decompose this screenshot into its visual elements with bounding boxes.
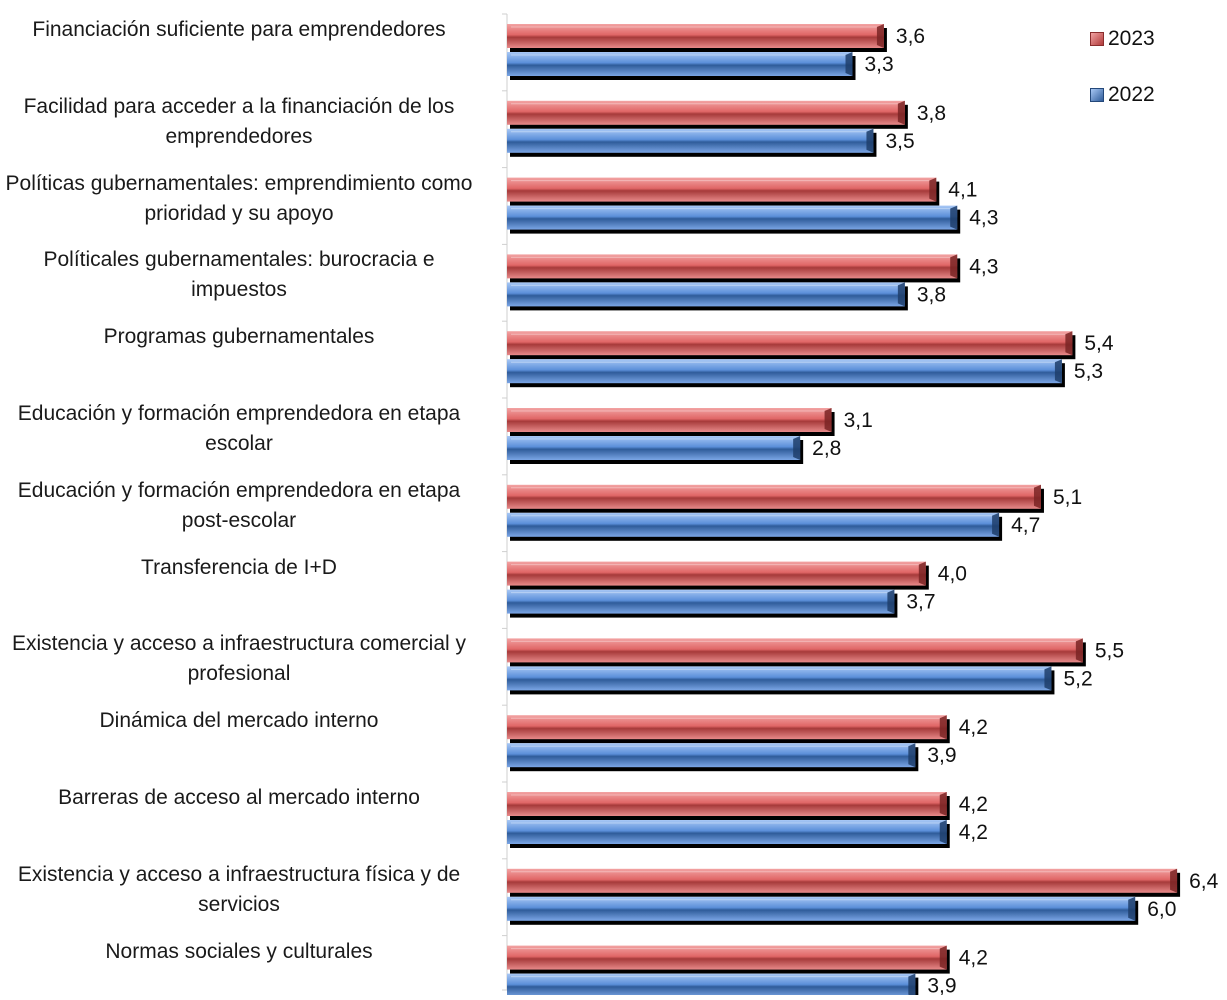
bar-2023 — [507, 100, 908, 129]
bar-2023 — [507, 792, 950, 820]
category-label: Facilidad para acceder a la financiación… — [23, 94, 455, 148]
bar-2022 — [507, 436, 804, 464]
value-label-2022: 4,2 — [959, 821, 988, 844]
value-label-2023: 4,2 — [959, 947, 988, 970]
value-label-2022: 3,7 — [906, 591, 935, 614]
value-label-2023: 3,6 — [896, 25, 925, 48]
bar-2022 — [507, 820, 950, 848]
bar-2022 — [507, 282, 908, 311]
legend: 2023 2022 — [1090, 24, 1210, 136]
category-label: Existencia y acceso a infraestructura co… — [11, 632, 466, 686]
bar-2022 — [507, 359, 1065, 388]
bar-2022 — [507, 896, 1139, 925]
category-label: Normas sociales y culturales — [105, 939, 373, 963]
value-label-2022: 5,2 — [1063, 667, 1092, 690]
category-label: Educación y formación emprendedora en et… — [17, 478, 461, 532]
value-label-2022: 2,8 — [812, 437, 841, 460]
legend-item-2022: 2022 — [1090, 80, 1210, 110]
value-label-2022: 3,5 — [885, 130, 914, 153]
value-label-2022: 4,3 — [969, 207, 998, 230]
value-label-2023: 3,1 — [844, 409, 873, 432]
bar-2023 — [507, 24, 887, 52]
value-label-2022: 3,9 — [927, 744, 956, 767]
value-label-2022: 3,8 — [917, 283, 946, 306]
category-label: Existencia y acceso a infraestructura fí… — [17, 862, 461, 916]
value-label-2023: 4,2 — [959, 716, 988, 739]
category-label: Barreras de acceso al mercado interno — [58, 786, 420, 809]
legend-item-2023: 2023 — [1090, 24, 1210, 54]
bar-2023 — [507, 484, 1044, 513]
value-label-2022: 5,3 — [1074, 360, 1103, 383]
value-label-2023: 4,0 — [938, 563, 967, 586]
legend-swatch-2023 — [1090, 32, 1104, 46]
value-label-2022: 3,3 — [865, 53, 894, 76]
value-label-2022: 3,9 — [927, 975, 956, 995]
category-label: Programas gubernamentales — [103, 325, 375, 349]
bar-2023 — [507, 945, 950, 974]
bar-2022 — [507, 743, 919, 772]
legend-label-2022: 2022 — [1108, 83, 1155, 106]
value-label-2023: 4,1 — [948, 179, 977, 202]
bar-2023 — [507, 715, 950, 744]
value-label-2022: 4,7 — [1011, 514, 1040, 537]
category-label: Políticales gubernamentales: burocracia … — [43, 248, 435, 302]
value-label-2023: 3,8 — [917, 102, 946, 125]
bar-2023 — [507, 177, 940, 206]
bar-2022 — [507, 52, 856, 80]
category-label: Transferencia de I+D — [141, 555, 337, 579]
bar-2022 — [507, 205, 961, 234]
bar-2023 — [507, 408, 835, 436]
bar-2023 — [507, 868, 1181, 897]
bar-2023 — [507, 254, 961, 283]
value-label-2023: 4,2 — [959, 793, 988, 816]
bar-2022 — [507, 589, 898, 618]
category-label: Políticas gubernamentales: emprendimient… — [5, 171, 473, 225]
legend-swatch-2022 — [1090, 88, 1104, 102]
value-label-2023: 5,1 — [1053, 486, 1082, 509]
category-label: Financiación suficiente para emprendedor… — [32, 18, 446, 41]
legend-label-2023: 2023 — [1108, 27, 1155, 50]
bar-2023 — [507, 638, 1086, 667]
value-label-2023: 5,5 — [1095, 639, 1124, 662]
value-label-2023: 5,4 — [1084, 332, 1114, 355]
bar-2022 — [507, 666, 1055, 695]
bar-2022 — [507, 128, 877, 157]
bar-2022 — [507, 973, 919, 1000]
category-label: Educación y formación emprendedora en et… — [17, 402, 461, 455]
bar-2023 — [507, 331, 1076, 360]
bar-2023 — [507, 561, 929, 590]
value-label-2023: 4,3 — [969, 255, 998, 278]
category-label: Dinámica del mercado interno — [99, 709, 379, 733]
bar-2022 — [507, 512, 1003, 541]
value-label-2022: 6,0 — [1147, 898, 1176, 921]
value-label-2023: 6,4 — [1189, 870, 1219, 893]
